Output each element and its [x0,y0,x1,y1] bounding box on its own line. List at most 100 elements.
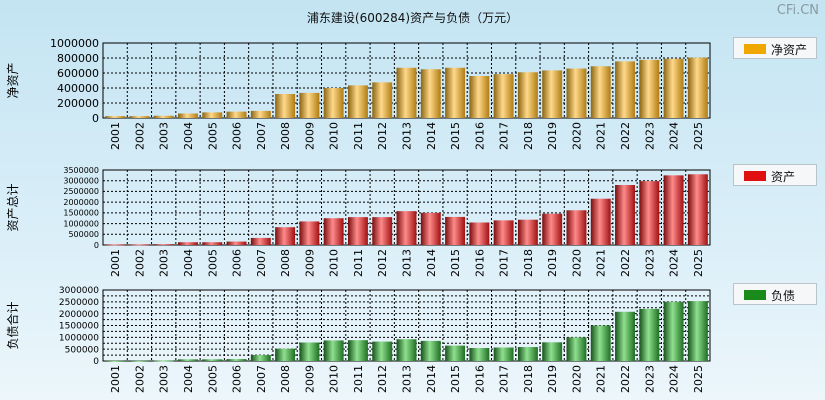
x-tick-label: 2020 [570,122,583,150]
bar-2009 [299,92,320,118]
x-tick-label: 2006 [231,122,244,150]
legend-label: 净资产 [771,43,808,57]
bar-2025 [687,57,708,118]
x-tick-label: 2021 [595,122,608,150]
x-tick-label: 2021 [595,249,608,277]
x-tick-label: 2003 [158,249,171,277]
bar-2008 [275,227,296,245]
x-tick-label: 2015 [449,249,462,277]
x-tick-label: 2014 [425,365,438,393]
bar-2006 [226,241,247,245]
bar-2003 [153,244,174,246]
bar-2020 [566,68,587,118]
bar-2008 [275,348,296,361]
bar-2017 [493,347,514,361]
x-tick-label: 2013 [401,365,414,393]
bar-2013 [396,67,417,118]
y-tick-label: 1500000 [59,322,99,332]
bar-2015 [445,67,466,118]
bar-2014 [420,69,441,118]
bar-2002 [129,116,150,118]
x-tick-label: 2009 [303,365,316,393]
bar-2004 [178,359,198,361]
x-tick-label: 2010 [328,122,341,150]
x-tick-label: 2013 [401,249,414,277]
y-tick-label: 1000000 [63,219,99,228]
legend-total-assets: 资产 [733,164,817,186]
x-tick-label: 2020 [570,249,583,277]
x-tick-label: 2023 [643,122,656,150]
x-tick-label: 2003 [158,365,171,393]
x-tick-label: 2025 [692,365,705,393]
y-tick-label: 500000 [65,345,100,355]
bar-2012 [372,341,393,361]
bar-2010 [323,340,344,361]
y-tick-label: 800000 [57,52,99,65]
bar-2007 [250,237,271,245]
bar-2020 [566,210,587,245]
bar-2023 [639,308,660,361]
x-tick-label: 2007 [255,249,268,277]
chart-title: 浦东建设(600284)资产与负债（万元） [306,11,519,25]
x-tick-label: 2002 [133,249,146,277]
bar-2004 [178,113,198,118]
x-tick-label: 2002 [133,122,146,150]
bar-2018 [517,347,538,361]
y-tick-label: 400000 [57,82,99,95]
x-tick-label: 2011 [352,249,365,277]
y-tick-label: 600000 [57,67,99,80]
x-tick-label: 2019 [546,365,559,393]
x-tick-label: 2020 [570,365,583,393]
y-tick-label: 0 [94,241,99,250]
watermark: CFi.CN [776,3,819,18]
x-tick-label: 2005 [206,365,219,393]
x-tick-label: 2023 [643,249,656,277]
bar-2011 [347,85,368,118]
bar-2007 [250,355,271,361]
legend-net-assets: 净资产 [733,37,817,59]
x-tick-label: 2013 [401,122,414,150]
x-tick-label: 2024 [668,365,681,393]
bar-2011 [347,217,368,245]
x-tick-label: 2005 [206,249,219,277]
bar-2018 [517,219,538,245]
x-tick-label: 2004 [182,365,195,393]
y-axis-label: 负债合计 [5,301,20,349]
x-tick-label: 2006 [231,249,244,277]
bar-2013 [396,339,417,361]
y-tick-label: 3000000 [63,177,99,186]
x-tick-label: 2019 [546,122,559,150]
bar-2014 [420,212,441,245]
bar-2012 [372,217,393,245]
bar-2021 [590,198,611,245]
x-tick-label: 2011 [352,122,365,150]
x-tick-label: 2024 [668,249,681,277]
bar-2021 [590,325,611,361]
x-tick-label: 2016 [473,122,486,150]
bar-2001 [105,244,126,246]
bar-2011 [347,340,368,361]
y-tick-label: 3000000 [59,286,99,296]
x-tick-label: 2015 [449,365,462,393]
bar-2015 [445,345,466,361]
bar-2010 [323,218,344,245]
x-tick-label: 2005 [206,122,219,150]
bar-2005 [202,242,223,245]
bar-2012 [372,82,393,118]
x-tick-label: 2022 [619,122,632,150]
x-tick-label: 2018 [522,365,535,393]
bar-2017 [493,220,514,245]
y-tick-label: 1000000 [59,333,99,343]
x-tick-label: 2022 [619,249,632,277]
bar-2006 [226,359,247,361]
bar-2001 [105,360,126,362]
bar-2015 [445,216,466,245]
bar-2023 [639,59,660,118]
x-tick-label: 2016 [473,249,486,277]
bar-2005 [202,112,223,118]
legend-swatch [744,290,766,300]
bar-2024 [663,175,684,245]
bar-2024 [663,58,684,118]
x-tick-label: 2018 [522,249,535,277]
